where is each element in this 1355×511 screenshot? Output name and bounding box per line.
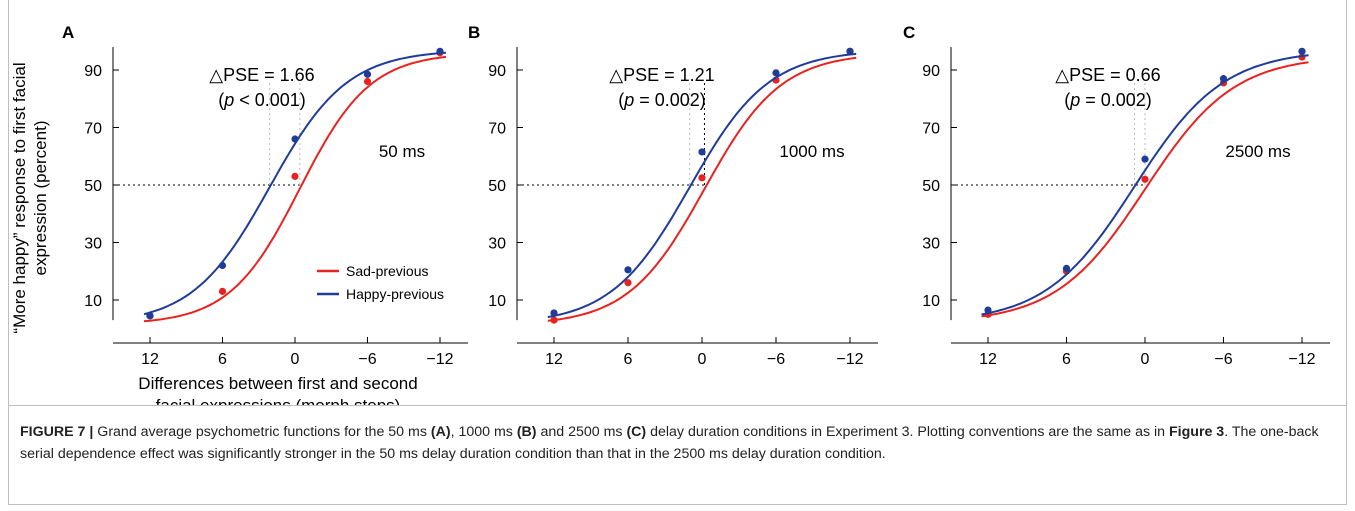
panel-letter: C [903, 23, 915, 42]
caption-ref-figure-3[interactable]: Figure 3 [1169, 424, 1225, 440]
caption-text-3: and 2500 ms [536, 424, 627, 440]
x-axis-label: Differences between first and second [138, 374, 417, 393]
p-value-annotation: (p = 0.002) [1064, 90, 1152, 110]
data-point-sad-previous [218, 287, 227, 295]
figure-frame [8, 0, 1347, 406]
caption-text-2: , 1000 ms [450, 424, 517, 440]
data-point-happy-previous [624, 266, 632, 274]
data-point-happy-previous [772, 69, 780, 77]
caption-frame [8, 405, 1347, 505]
series-curve-sad-previous [981, 61, 1309, 318]
data-point-sad-previous [550, 316, 558, 324]
data-point-sad-previous [698, 174, 706, 182]
series-curve-happy-previous [981, 54, 1309, 316]
x-tick-label: −6 [358, 351, 376, 368]
panel-b: 10 30 50 70 90 12 6 0 −6 −12 B △PSE = 1.21 (p = 0.00… [468, 23, 878, 368]
caption-ref-c: (C) [626, 424, 647, 440]
y-tick-label: 90 [488, 63, 506, 80]
x-tick-label: 6 [1062, 351, 1071, 368]
y-tick-label: 50 [488, 178, 506, 195]
y-tick-label: 30 [488, 236, 506, 253]
panel-c: 10 30 50 70 90 12 6 0 −6 −12 C △PSE = 0.66 (p = 0.00… [903, 23, 1330, 368]
delay-duration-label: 50 ms [379, 142, 425, 161]
data-point-happy-previous [1219, 75, 1228, 83]
data-point-happy-previous [363, 70, 372, 78]
data-point-happy-previous [291, 135, 299, 143]
data-point-sad-previous [1141, 175, 1149, 183]
x-tick-label: −6 [767, 351, 785, 368]
x-tick-label: 6 [624, 351, 633, 368]
x-tick-label: 0 [1141, 351, 1150, 368]
x-tick-label: −12 [1288, 351, 1315, 368]
y-tick-label: 70 [922, 121, 940, 138]
y-tick-label: 30 [922, 236, 940, 253]
y-tick-label: 30 [84, 236, 102, 253]
caption-ref-b: (B) [516, 424, 537, 440]
y-tick-label: 10 [488, 293, 506, 310]
data-point-happy-previous [1298, 47, 1306, 55]
y-axis-label: “More happy” response to first facial [10, 62, 29, 333]
data-point-happy-previous [436, 47, 444, 55]
x-tick-label: 12 [545, 351, 563, 368]
data-point-happy-previous [550, 309, 558, 317]
x-tick-label: 12 [141, 351, 159, 368]
figure-panels: 10 30 50 70 90 12 6 0 −6 −12 A △PSE = 1.66 (p < 0.00… [10, 23, 1330, 406]
delay-duration-label: 2500 ms [1225, 142, 1290, 161]
caption-ref-a: (A) [430, 424, 451, 440]
data-point-happy-previous [846, 47, 854, 55]
x-tick-label: 0 [291, 351, 300, 368]
data-point-happy-previous [984, 306, 992, 314]
y-tick-label: 10 [84, 293, 102, 310]
x-tick-label: 0 [698, 351, 707, 368]
series-curve-happy-previous [143, 51, 447, 316]
caption-text-5: . The one-back serial dependence effect … [20, 424, 1319, 462]
series-curve-sad-previous [143, 55, 447, 323]
y-tick-label: 90 [84, 63, 102, 80]
data-point-happy-previous [146, 312, 154, 320]
legend-entry: Happy-previous [346, 286, 444, 302]
y-tick-label: 90 [922, 63, 940, 80]
data-point-happy-previous [1141, 155, 1149, 163]
caption-text-1: Grand average psychometric functions for… [93, 424, 431, 440]
y-axis-label-line-2: expression (percent) [31, 121, 50, 276]
x-tick-label: −6 [1214, 351, 1232, 368]
panel-letter: A [62, 23, 74, 42]
p-value-annotation: (p = 0.002) [618, 90, 706, 110]
delta-pse-annotation: △PSE = 0.66 [1055, 65, 1160, 85]
data-point-sad-previous [363, 77, 372, 86]
caption-figure-label: FIGURE 7 | [20, 424, 94, 440]
p-value-annotation: (p < 0.001) [218, 90, 306, 110]
x-tick-label: 12 [979, 351, 997, 368]
y-tick-label: 50 [84, 178, 102, 195]
panel-letter: B [468, 23, 480, 42]
data-point-happy-previous [1062, 264, 1071, 272]
delay-duration-label: 1000 ms [779, 142, 844, 161]
y-tick-label: 50 [922, 178, 940, 195]
data-point-happy-previous [218, 261, 227, 270]
series-curve-happy-previous [547, 52, 857, 319]
legend-entry: Sad-previous [346, 263, 429, 279]
x-tick-label: −12 [836, 351, 863, 368]
y-tick-label: 10 [922, 293, 940, 310]
series-curve-sad-previous [547, 56, 857, 322]
x-tick-label: −12 [426, 351, 453, 368]
y-tick-label: 70 [488, 121, 506, 138]
data-point-sad-previous [624, 279, 632, 287]
delta-pse-annotation: △PSE = 1.21 [609, 65, 714, 85]
delta-pse-annotation: △PSE = 1.66 [209, 65, 314, 85]
data-point-sad-previous [291, 172, 299, 180]
caption-text-4: delay duration conditions in Experiment … [646, 424, 1170, 440]
panel-a: 10 30 50 70 90 12 6 0 −6 −12 A △PSE = 1.66 (p < 0.00… [10, 23, 468, 406]
x-axis-label-line-2: facial expressions (morph steps) [156, 396, 401, 406]
figure-caption: FIGURE 7 | Grand average psychometric fu… [20, 421, 1320, 465]
y-tick-label: 70 [84, 121, 102, 138]
x-tick-label: 6 [218, 351, 227, 368]
data-point-happy-previous [698, 148, 706, 156]
